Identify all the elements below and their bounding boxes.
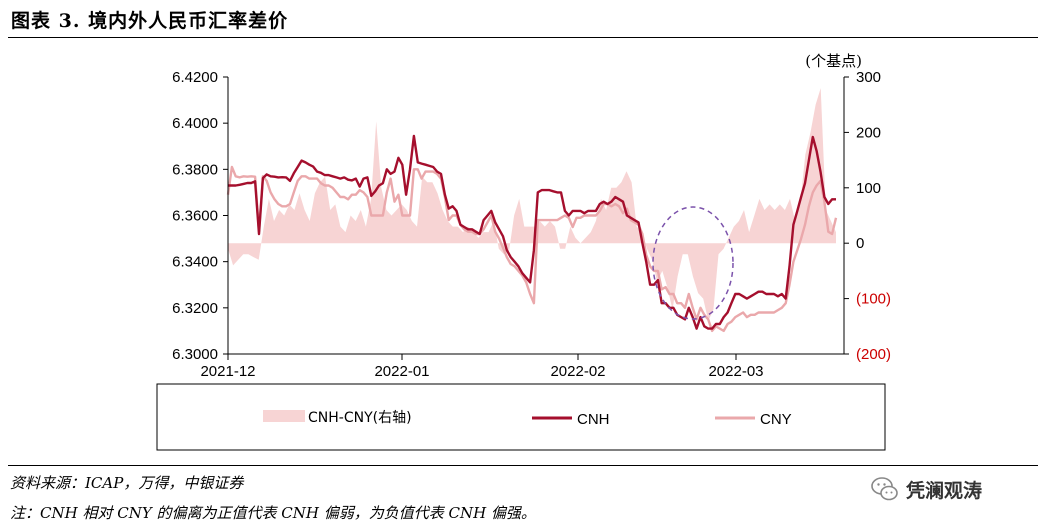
watermark: 凭澜观涛 bbox=[870, 474, 982, 504]
x-tick-label: 2022-01 bbox=[374, 363, 429, 380]
legend-box bbox=[156, 383, 886, 451]
left-tick-label: 6.4200 bbox=[172, 69, 218, 86]
right-tick-label: 100 bbox=[856, 180, 881, 197]
legend-label-cny: CNY bbox=[760, 411, 792, 428]
left-tick-label: 6.3600 bbox=[172, 208, 218, 225]
left-tick-label: 6.4000 bbox=[172, 115, 218, 132]
legend-label-spread: CNH-CNY(右轴) bbox=[308, 410, 412, 426]
source-text: 资料来源：ICAP，万得，中银证券 bbox=[10, 474, 244, 492]
x-tick-label: 2022-03 bbox=[708, 363, 763, 380]
left-tick-label: 6.3000 bbox=[172, 346, 218, 363]
cny-line bbox=[226, 165, 838, 333]
x-tick-label: 2022-02 bbox=[550, 363, 605, 380]
bottom-rule bbox=[8, 465, 1038, 466]
legend-label-cnh: CNH bbox=[577, 411, 610, 428]
wechat-icon bbox=[871, 477, 898, 501]
top-rule bbox=[8, 37, 1038, 38]
right-tick-label: (200) bbox=[856, 346, 891, 363]
left-tick-label: 6.3200 bbox=[172, 300, 218, 317]
right-tick-label: 300 bbox=[856, 69, 881, 86]
legend-swatch-spread bbox=[263, 410, 305, 422]
watermark-text: 凭澜观涛 bbox=[906, 479, 983, 502]
figure-title: 图表 3. 境内外人民币汇率差价 bbox=[11, 10, 289, 32]
right-axis-label: (个基点) bbox=[805, 52, 862, 70]
spread-area bbox=[228, 88, 836, 321]
cnh-line bbox=[228, 134, 836, 330]
right-tick-label: (100) bbox=[856, 291, 891, 308]
right-tick-label: 0 bbox=[856, 235, 864, 252]
note-text: 注：CNH 相对 CNY 的偏离为正值代表 CNH 偏弱，为负值代表 CNH 偏… bbox=[10, 504, 536, 522]
left-tick-label: 6.3800 bbox=[172, 161, 218, 178]
x-tick-label: 2021-12 bbox=[200, 363, 255, 380]
right-tick-label: 200 bbox=[856, 124, 881, 141]
chart: 6.3000 6.3200 6.3400 6.3600 6.3800 6.4000 6.42… bbox=[156, 52, 891, 451]
left-tick-label: 6.3400 bbox=[172, 254, 218, 271]
annotation-ellipse bbox=[652, 206, 734, 320]
